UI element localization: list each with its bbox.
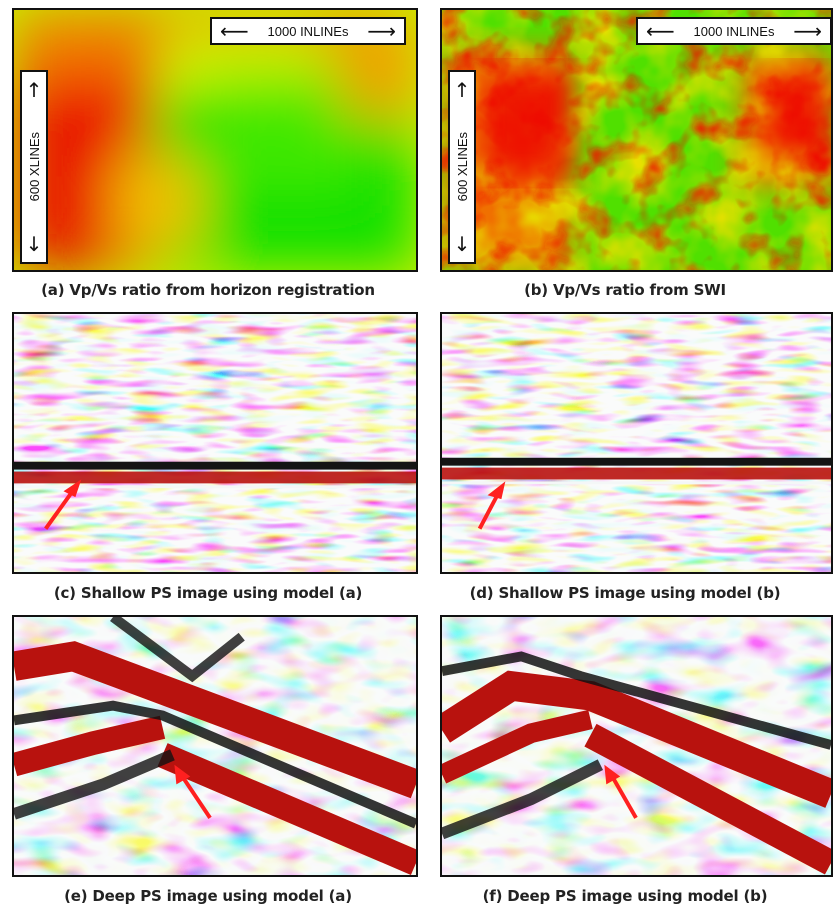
annotation-arrow-e [180,775,212,819]
panel-e-deep-ps [12,615,418,877]
red-arrow-icon [604,764,621,785]
seismic-image-c [14,314,416,572]
caption-c: (c) Shallow PS image using model (a) [53,584,363,602]
left-arrow-icon: ⟵ [646,19,675,43]
seismic-image-d [442,314,831,572]
xline-label-b: 600 XLINEs [454,132,470,202]
left-arrow-icon: ⟵ [220,19,249,43]
seismic-image-f [442,617,831,875]
right-arrow-icon: ⟶ [793,19,822,43]
caption-a: (a) Vp/Vs ratio from horizon registratio… [41,281,375,299]
inline-label-b: 1000 INLINEs [693,23,775,39]
panel-f-deep-ps [440,615,833,877]
down-arrow-icon: ↓ [25,232,43,256]
annotation-arrow-f [610,775,638,819]
red-arrow-icon [487,481,506,500]
caption-d: (d) Shallow PS image using model (b) [469,584,781,602]
down-arrow-icon: ↓ [453,232,471,256]
inline-label-a: 1000 INLINEs [267,23,349,39]
vpvs-map-b [442,10,831,270]
panel-d-shallow-ps [440,312,833,574]
right-arrow-icon: ⟶ [367,19,396,43]
panel-b-vpvs-map [440,8,833,272]
red-arrow-icon [63,479,82,498]
panel-c-shallow-ps [12,312,418,574]
inline-scale-a: ⟵ 1000 INLINEs ⟶ [210,17,406,45]
xline-scale-b: ↑ 600 XLINEs ↓ [448,70,476,264]
vpvs-map-a [14,10,416,270]
up-arrow-icon: ↑ [25,78,43,102]
seismic-image-e [14,617,416,875]
caption-f: (f) Deep PS image using model (b) [482,887,768,905]
caption-e: (e) Deep PS image using model (a) [64,887,352,905]
up-arrow-icon: ↑ [453,78,471,102]
xline-label-a: 600 XLINEs [26,132,42,202]
red-arrow-icon [174,764,191,785]
inline-scale-b: ⟵ 1000 INLINEs ⟶ [636,17,832,45]
panel-a-vpvs-map [12,8,418,272]
xline-scale-a: ↑ 600 XLINEs ↓ [20,70,48,264]
caption-b: (b) Vp/Vs ratio from SWI [524,281,726,299]
